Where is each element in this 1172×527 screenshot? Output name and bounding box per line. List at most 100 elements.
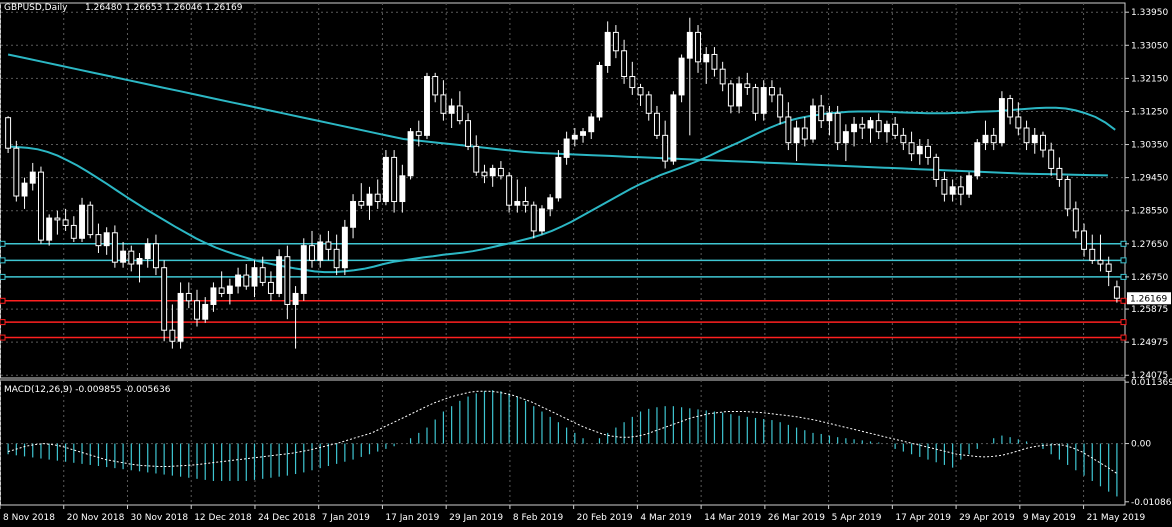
candle-bull <box>842 131 849 144</box>
candle-bear <box>1064 178 1071 210</box>
price-level-marker <box>0 240 6 247</box>
candle-bull <box>539 208 545 232</box>
candle-bear <box>629 76 636 89</box>
candle-bear <box>152 243 159 269</box>
candle-bull <box>596 65 603 118</box>
candle-bull <box>793 127 800 144</box>
candle-bear <box>1113 286 1120 299</box>
candle-bull <box>736 83 743 107</box>
candle-bull <box>276 256 283 294</box>
candle-bull <box>21 182 28 197</box>
candle-bear <box>653 112 660 136</box>
candle-bull <box>144 243 151 260</box>
candle-bear <box>1023 127 1030 144</box>
candle-bull <box>136 258 143 265</box>
price-tick-label: 1.29450 <box>1131 174 1168 184</box>
price-tick-label: 1.33050 <box>1131 41 1168 51</box>
fast-moving-average-line <box>8 106 1116 274</box>
candle-bull <box>998 98 1005 144</box>
time-tick-label: 14 Mar 2019 <box>704 513 761 523</box>
candle-bear <box>95 234 102 247</box>
macd-pane-frame <box>0 379 1126 506</box>
candle-bull <box>46 217 53 241</box>
time-tick-label: 5 Apr 2019 <box>832 513 882 523</box>
candle-bull <box>202 303 209 320</box>
candle-bull <box>883 123 890 133</box>
candle-bear <box>169 329 176 342</box>
price-tick-label: 1.24075 <box>1131 371 1168 381</box>
candle-bear <box>70 224 77 239</box>
price-level-marker <box>1120 319 1127 326</box>
candle-bear <box>1040 134 1046 151</box>
macd-tick-label: 0.011369 <box>1131 378 1172 388</box>
candle-bull <box>251 267 258 287</box>
candle-bear <box>695 31 701 63</box>
candle-bull <box>350 201 357 228</box>
price-axis: 1.33950 1.33050 1.32150 1.31250 1.30350 1.294… <box>1125 8 1172 508</box>
time-tick-label: 12 Dec 2018 <box>194 513 252 523</box>
candle-bear <box>374 193 381 203</box>
candle-bear <box>925 145 931 158</box>
candle-bear <box>391 156 398 203</box>
candle-bull <box>982 134 989 144</box>
price-tick-label: 1.33950 <box>1131 8 1168 18</box>
candle-bear <box>801 127 808 140</box>
time-tick-label: 29 Apr 2019 <box>959 513 1015 523</box>
time-tick-label: 21 May 2019 <box>1087 513 1146 523</box>
time-tick-label: 29 Jan 2019 <box>449 513 503 523</box>
candle-bull <box>949 186 956 195</box>
candle-bull <box>678 57 685 96</box>
candle-bear <box>506 175 513 206</box>
candle-bull <box>292 292 299 305</box>
chart-header-ohlc: 1.26480 1.26653 1.26046 1.26169 <box>85 3 243 13</box>
candle-bull <box>916 145 923 155</box>
candle-bear <box>908 142 915 155</box>
price-level-marker <box>0 334 6 341</box>
candle-bear <box>818 105 825 122</box>
price-tick-label: 1.25875 <box>1131 305 1168 315</box>
macd-pane[interactable] <box>7 390 1118 497</box>
candle-bear <box>744 83 751 89</box>
price-level-marker <box>0 273 6 280</box>
candle-bull <box>760 87 767 114</box>
time-tick-label: 24 Dec 2018 <box>258 513 316 523</box>
candle-bull <box>407 131 414 177</box>
price-level-marker <box>1120 334 1127 341</box>
price-pane-frame <box>0 2 1126 379</box>
candle-bull <box>974 142 981 177</box>
price-pane[interactable] <box>0 17 1127 349</box>
chart-header-symbol: GBPUSD,Daily <box>4 3 68 13</box>
candle-bear <box>267 281 274 294</box>
candle-bull <box>399 175 406 203</box>
candle-bull <box>867 120 874 129</box>
candle-bear <box>1015 116 1022 129</box>
current-price-badge <box>1127 292 1171 305</box>
price-tick-label: 1.27650 <box>1131 240 1168 250</box>
candle-bull <box>851 123 858 133</box>
time-axis: 8 Nov 2018 20 Nov 2018 30 Nov 2018 12 Dec 2… <box>0 505 1146 523</box>
time-tick-label: 17 Jan 2019 <box>385 513 439 523</box>
price-tick-label: 1.32150 <box>1131 74 1168 84</box>
candle-bear <box>497 167 504 177</box>
candle-bull <box>1031 134 1038 144</box>
price-tick-label: 1.30350 <box>1131 141 1168 151</box>
candle-bull <box>448 105 455 114</box>
candle-bull <box>177 292 184 342</box>
candle-bull <box>79 204 85 239</box>
time-tick-label: 7 Jan 2019 <box>322 513 370 523</box>
candle-bull <box>670 94 677 162</box>
candle-bear <box>785 116 792 144</box>
candle-bear <box>1105 263 1112 272</box>
candle-bear <box>5 117 12 149</box>
candle-bull <box>210 287 217 305</box>
price-tick-label: 1.24975 <box>1131 338 1168 348</box>
candle-bear <box>875 120 882 133</box>
price-level-marker <box>1120 257 1127 264</box>
candle-bear <box>1081 230 1088 250</box>
candle-bear <box>834 112 841 144</box>
candle-bull <box>317 241 324 261</box>
candle-bull <box>226 285 233 294</box>
time-tick-label: 17 Apr 2019 <box>895 513 951 523</box>
candle-bull <box>489 167 496 177</box>
